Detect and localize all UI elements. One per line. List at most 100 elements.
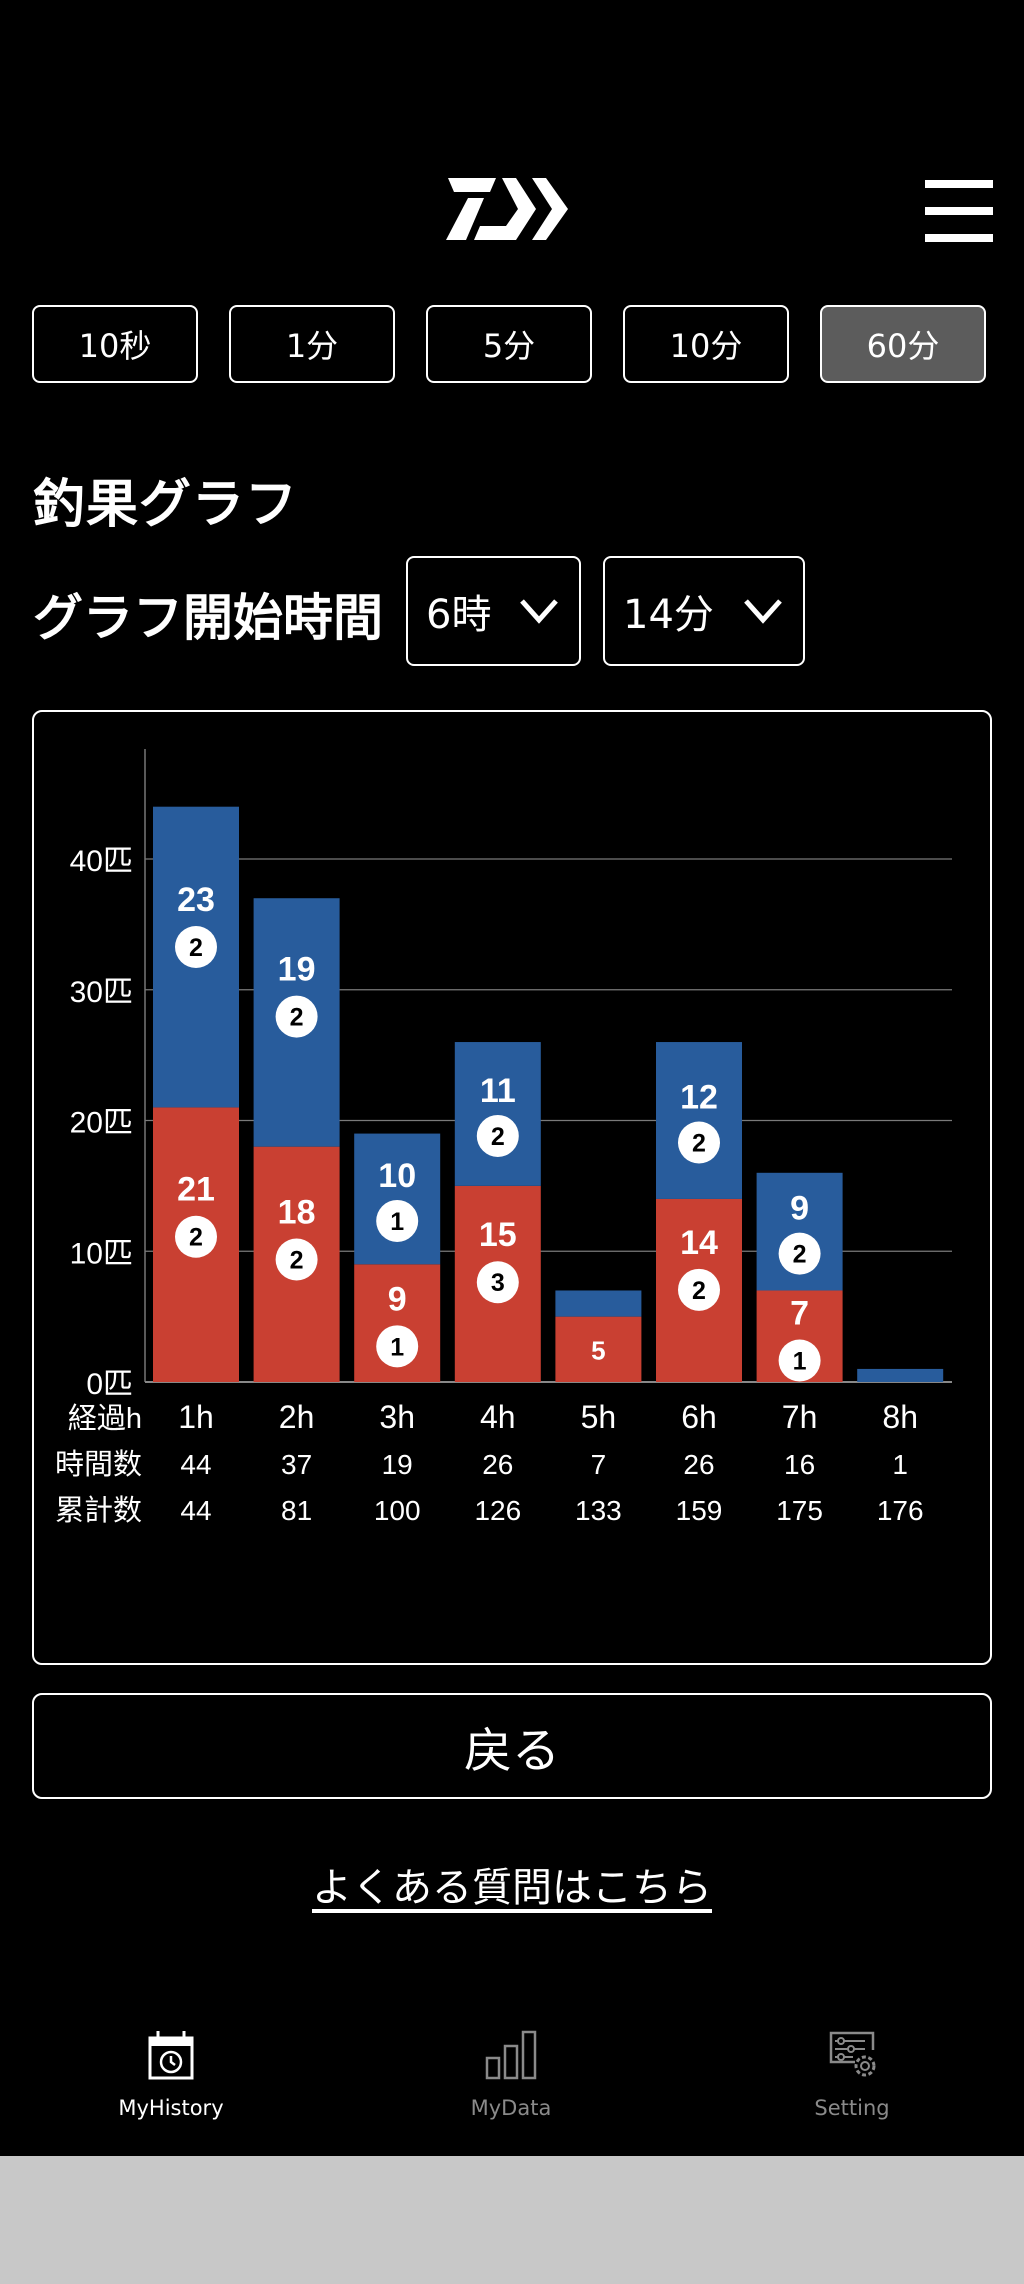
bar-badge-circle	[778, 1339, 821, 1382]
hourly-count-4h: 26	[482, 1449, 513, 1480]
daiwa-logo-icon	[444, 178, 580, 244]
bar-value-label: 14	[680, 1224, 718, 1262]
y-tick-label-10: 10匹	[70, 1237, 133, 1270]
cumulative-count-5h: 133	[575, 1495, 622, 1526]
bar-badge-label: 2	[491, 1123, 505, 1151]
x-tick-label-1h: 1h	[178, 1399, 214, 1435]
cumulative-count-1h: 44	[180, 1495, 211, 1526]
x-tick-label-3h: 3h	[379, 1399, 415, 1435]
cumulative-count-4h: 126	[474, 1495, 521, 1526]
bar-value-label: 18	[278, 1193, 316, 1231]
chart-container	[32, 710, 992, 1665]
cumulative-count-3h: 100	[374, 1495, 421, 1526]
x-tick-label-2h: 2h	[279, 1399, 315, 1435]
bar-badge-label: 1	[390, 1208, 404, 1236]
bar-chart-icon	[485, 2030, 537, 2080]
bar-badge-circle	[175, 1215, 217, 1258]
bar-badge-label: 1	[390, 1333, 404, 1361]
bar-value-label: 10	[378, 1157, 416, 1195]
cumulative-count-2h: 81	[281, 1495, 312, 1526]
bar-blue-5h	[555, 1290, 642, 1317]
bar-badge-circle	[376, 1325, 419, 1368]
bar-value-label: 9	[388, 1280, 407, 1318]
hourly-count-1h: 44	[180, 1449, 211, 1480]
cumulative-count-8h: 176	[877, 1495, 924, 1526]
bar-value-label: 23	[177, 881, 215, 919]
tab-60min[interactable]: 60分	[820, 305, 986, 383]
bar-badge-label: 2	[793, 1241, 807, 1269]
bar-red-5h	[555, 1316, 642, 1382]
minute-select[interactable]: 14分	[603, 556, 805, 666]
bar-badge-label: 1	[793, 1347, 807, 1375]
bar-badge-circle	[678, 1121, 720, 1164]
nav-label: MyHistory	[118, 2096, 224, 2120]
catch-bar-chart: 0匹10匹20匹30匹40匹2122321h44441821922h378191…	[55, 749, 952, 1527]
hour-select-value: 6時	[426, 592, 492, 638]
hourly-count-8h: 1	[892, 1449, 908, 1480]
nav-mydata[interactable]: MyData	[411, 2030, 611, 2120]
faq-link[interactable]: よくある質問はこちら	[312, 1865, 712, 1911]
chevron-down-icon	[520, 599, 558, 624]
bar-blue-6h	[656, 1042, 742, 1199]
y-tick-label-0: 0匹	[86, 1368, 133, 1401]
x-tick-label-5h: 5h	[581, 1399, 617, 1435]
bar-badge-label: 2	[290, 1246, 304, 1274]
hamburger-menu-icon[interactable]	[925, 180, 993, 242]
bar-badge-label: 2	[189, 934, 203, 962]
hourly-count-7h: 16	[784, 1449, 815, 1480]
page-title: 釣果グラフ	[33, 475, 299, 535]
x-tick-label-8h: 8h	[882, 1399, 918, 1435]
bar-value-label: 9	[790, 1190, 809, 1228]
bar-badge-label: 2	[692, 1277, 706, 1305]
x-tick-label-7h: 7h	[782, 1399, 818, 1435]
bar-badge-circle	[778, 1232, 821, 1275]
nav-myhistory[interactable]: MyHistory	[71, 2030, 271, 2120]
minute-select-value: 14分	[623, 592, 714, 638]
bar-badge-circle	[476, 1114, 519, 1157]
x-tick-label-4h: 4h	[480, 1399, 516, 1435]
bar-badge-label: 3	[491, 1269, 505, 1297]
hourly-count-2h: 37	[281, 1449, 312, 1480]
nav-label: Setting	[814, 2096, 890, 2120]
bar-badge-circle	[275, 1238, 318, 1281]
settings-gear-icon	[829, 2031, 876, 2077]
bar-value-label: 7	[790, 1294, 809, 1332]
bar-blue-4h	[454, 1042, 541, 1186]
y-tick-label-30: 30匹	[70, 976, 133, 1009]
x-tick-label-6h: 6h	[681, 1399, 717, 1435]
bar-badge-circle	[275, 995, 318, 1038]
bar-blue-8h	[857, 1368, 944, 1382]
bar-value-label: 15	[479, 1216, 517, 1254]
tab-1min[interactable]: 1分	[229, 305, 395, 383]
bar-badge-circle	[476, 1261, 519, 1304]
bar-value-label: 12	[680, 1079, 718, 1117]
tab-10sec[interactable]: 10秒	[32, 305, 198, 383]
nav-setting[interactable]: Setting	[752, 2030, 952, 2120]
bar-badge-label: 2	[189, 1224, 203, 1252]
hourly-count-3h: 19	[382, 1449, 413, 1480]
tab-10min[interactable]: 10分	[623, 305, 789, 383]
back-button[interactable]: 戻る	[32, 1693, 992, 1799]
bar-blue-3h	[354, 1133, 441, 1265]
bar-badge-circle	[376, 1199, 419, 1242]
bar-badge-circle	[678, 1268, 720, 1311]
hour-select[interactable]: 6時	[406, 556, 581, 666]
y-tick-label-40: 40匹	[70, 845, 133, 878]
start-time-label: グラフ開始時間	[33, 589, 383, 647]
bar-value-label: 21	[177, 1171, 215, 1209]
bar-value-label: 5	[591, 1335, 605, 1365]
bar-badge-label: 2	[290, 1004, 304, 1032]
calendar-history-icon	[148, 2031, 194, 2080]
nav-label: MyData	[470, 2096, 552, 2120]
system-bar-area	[0, 2156, 1024, 2284]
bar-badge-label: 2	[692, 1130, 706, 1158]
row-label-elapsed: 経過h	[68, 1402, 142, 1435]
hourly-count-5h: 7	[591, 1449, 607, 1480]
faq-container: よくある質問はこちら	[0, 1855, 1024, 1913]
tab-5min[interactable]: 5分	[426, 305, 592, 383]
cumulative-count-7h: 175	[776, 1495, 823, 1526]
bar-value-label: 19	[278, 951, 316, 989]
row-label-hourly: 時間数	[55, 1448, 142, 1481]
bar-badge-circle	[175, 926, 217, 969]
y-tick-label-20: 20匹	[70, 1107, 133, 1140]
